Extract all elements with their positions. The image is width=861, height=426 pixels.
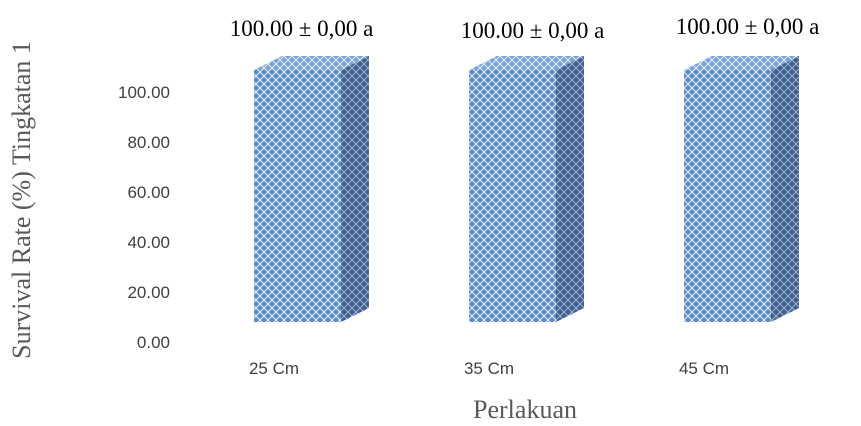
bar-top [254,56,369,70]
bar-front [254,70,341,322]
data-label: 100.00 ± 0,00 a [230,16,374,41]
bar-side [771,56,799,322]
x-axis: 25 Cm 35 Cm 45 Cm [249,359,729,378]
bar-front [469,70,556,322]
y-axis: 0.00 20.00 40.00 60.00 80.00 100.00 [118,83,170,352]
data-label: 100.00 ± 0,00 a [676,14,820,39]
bars [254,56,799,322]
bar-top [469,56,584,70]
bar-side [556,56,584,322]
x-tick-label: 25 Cm [249,359,299,378]
bar-top [684,56,799,70]
y-tick-label: 100.00 [118,83,170,102]
y-tick-label: 0.00 [137,333,170,352]
y-tick-label: 60.00 [127,183,170,202]
x-axis-title: Perlakuan [473,395,577,424]
y-tick-label: 20.00 [127,283,170,302]
bar-front [684,70,771,322]
y-tick-label: 80.00 [127,133,170,152]
x-tick-label: 35 Cm [464,359,514,378]
y-axis-title: Survival Rate (%) Tingkatan 1 [7,41,36,359]
y-tick-label: 40.00 [127,233,170,252]
bar-side [341,56,369,322]
data-label: 100.00 ± 0,00 a [461,18,605,43]
data-labels: 100.00 ± 0,00 a 100.00 ± 0,00 a 100.00 ± 0… [230,14,820,43]
x-tick-label: 45 Cm [679,359,729,378]
